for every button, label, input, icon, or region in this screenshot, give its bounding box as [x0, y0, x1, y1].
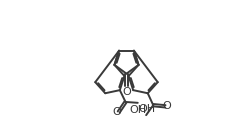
Text: O: O — [162, 101, 171, 111]
Text: OH: OH — [138, 104, 155, 114]
Text: O: O — [112, 107, 121, 117]
Text: OH: OH — [129, 105, 146, 115]
Text: O: O — [122, 86, 130, 97]
